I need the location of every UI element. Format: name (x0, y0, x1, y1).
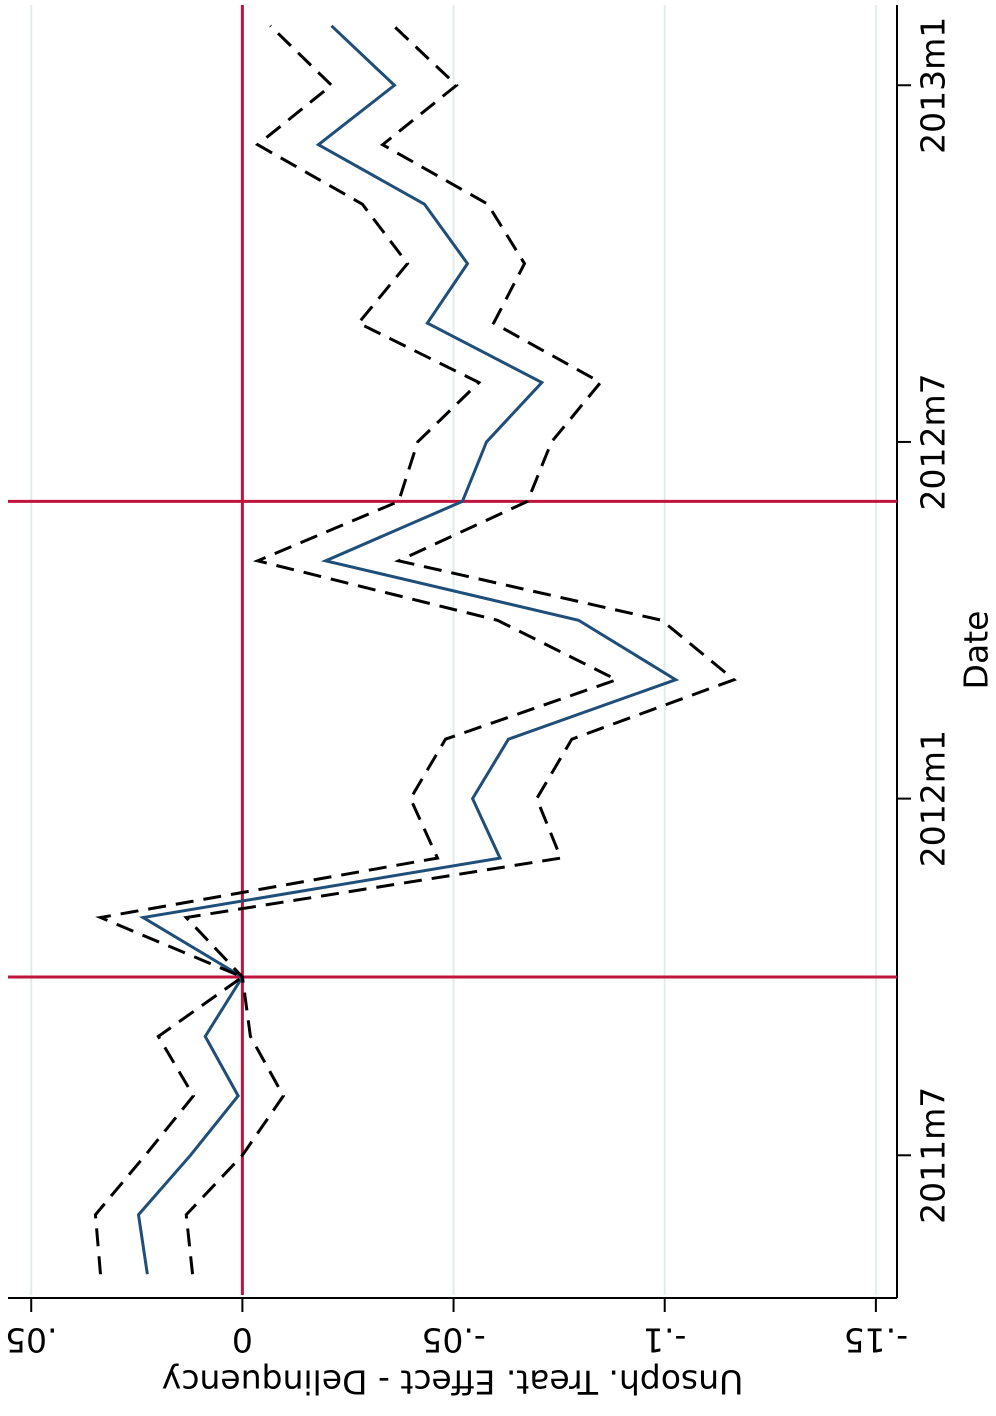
series-line (183, 24, 737, 1275)
y-tick-label: -.1 (643, 1321, 686, 1360)
series-line (93, 24, 621, 1275)
x-tick-label: 2012m1 (914, 730, 953, 867)
y-tick-label: .05 (5, 1321, 57, 1360)
x-tick-label: 2011m7 (914, 1087, 953, 1224)
y-tick-label: -.05 (421, 1321, 485, 1360)
rotated-chart: -.15 -.1 -.05 0 .05 Unsoph. Treat. Effect - D… (5, 5, 996, 1402)
x-tick-label: 2012m7 (914, 373, 953, 510)
y-tick-label: 0 (232, 1321, 253, 1360)
x-axis-title: Date (957, 611, 996, 690)
x-tick-label: 2013m1 (914, 17, 953, 154)
y-axis-title: Unsoph. Treat. Effect - Delinquency (162, 1363, 743, 1402)
series-line (136, 24, 680, 1275)
y-tick-label: -.15 (844, 1321, 908, 1360)
